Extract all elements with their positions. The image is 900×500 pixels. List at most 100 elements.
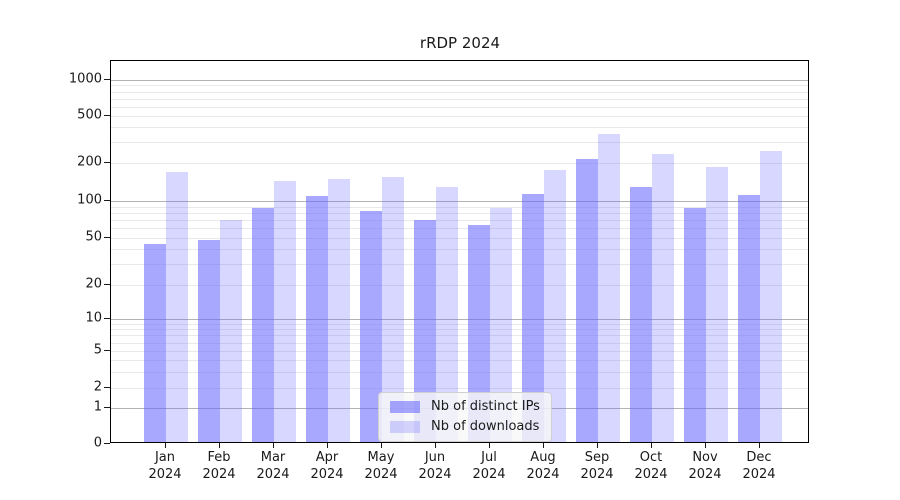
gridline-minor [111,91,808,93]
gridline-minor [111,127,808,129]
y-axis-tick [104,350,110,352]
gridline-minor [111,323,808,325]
bar-distinct-ips [414,219,436,442]
x-axis-tick [219,443,221,448]
bar-distinct-ips [306,196,328,442]
y-axis-tick [104,387,110,389]
legend-item-downloads: Nb of downloads [390,419,540,434]
gridline-minor [111,142,808,144]
bar-downloads [706,166,728,442]
x-axis-tick [327,443,329,448]
bar-downloads [760,150,782,442]
gridline-major [111,319,808,320]
y-tick-label: 100 [77,192,102,208]
gridline-minor [111,342,808,344]
gridline-minor [111,285,808,286]
bar-downloads [382,176,404,442]
x-tick-label: Mar 2024 [256,450,290,482]
gridline-minor [111,329,808,331]
gridline-minor [111,249,808,251]
x-axis-tick [759,443,761,448]
gridline-minor [111,212,808,214]
legend-swatch-downloads [390,420,420,433]
bar-downloads [490,207,512,442]
gridline-major [111,201,808,202]
x-tick-label: May 2024 [364,450,398,482]
gridline-minor [111,85,808,87]
x-tick-label: Aug 2024 [526,450,560,482]
bar-downloads [652,153,674,442]
y-tick-label: 200 [77,154,102,170]
y-tick-label: 1 [93,399,102,415]
gridline-minor [111,360,808,361]
bar-distinct-ips [630,186,652,442]
gridline-minor [111,163,808,164]
bar-distinct-ips [144,243,166,442]
chart-title: rRDP 2024 [419,34,501,52]
y-axis-tick [104,115,110,117]
bar-downloads [274,181,296,442]
x-axis-tick [273,443,275,448]
x-tick-label: Jan 2024 [148,450,182,482]
gridline-minor [111,228,808,230]
y-tick-label: 20 [85,276,102,292]
gridline-minor [111,106,808,108]
x-axis-tick [489,443,491,448]
y-tick-label: 1000 [68,71,102,87]
x-tick-label: Jun 2024 [418,450,452,482]
legend-label-downloads: Nb of downloads [431,419,540,434]
x-axis-tick [651,443,653,448]
y-tick-label: 10 [85,310,102,326]
bar-distinct-ips [684,207,706,442]
y-tick-label: 2 [93,379,102,395]
bar-distinct-ips [522,193,544,442]
gridline-minor [111,98,808,100]
bar-distinct-ips [360,210,382,442]
gridline-minor [111,206,808,208]
gridline-minor [111,351,808,352]
x-axis-tick [543,443,545,448]
x-tick-label: Dec 2024 [742,450,776,482]
gridline-minor [111,371,808,373]
x-tick-label: Oct 2024 [634,450,668,482]
gridline-minor [111,116,808,117]
y-axis-tick [104,318,110,320]
gridline-minor [111,388,808,389]
x-axis-tick [435,443,437,448]
x-tick-label: Jul 2024 [472,450,506,482]
x-tick-label: Nov 2024 [688,450,722,482]
bar-downloads [544,169,566,442]
x-axis-tick [381,443,383,448]
bar-downloads [598,133,620,442]
y-tick-label: 5 [93,342,102,358]
legend-label-distinct-ips: Nb of distinct IPs [431,399,540,414]
x-axis-tick [597,443,599,448]
y-axis-tick [104,79,110,81]
gridline-major [111,80,808,81]
x-axis-tick [705,443,707,448]
bar-distinct-ips [738,195,760,442]
legend: Nb of distinct IPs Nb of downloads [378,392,552,442]
y-tick-label: 0 [93,435,102,451]
legend-item-distinct-ips: Nb of distinct IPs [390,399,540,414]
y-axis-tick [104,200,110,202]
bar-downloads [220,219,242,442]
y-axis-tick [104,443,110,445]
gridline-minor [111,335,808,337]
bar-downloads [436,186,458,442]
y-tick-label: 50 [85,229,102,245]
gridline-minor [111,264,808,266]
y-tick-label: 500 [77,107,102,123]
bar-distinct-ips [252,207,274,442]
y-axis-tick [104,162,110,164]
bar-downloads [166,171,188,442]
x-axis-tick [165,443,167,448]
x-tick-label: Sep 2024 [580,450,614,482]
bar-distinct-ips [576,158,598,442]
gridline-minor [111,220,808,222]
y-axis-tick [104,407,110,409]
bar-distinct-ips [198,240,220,442]
bar-distinct-ips [468,225,490,442]
y-axis-tick [104,237,110,239]
